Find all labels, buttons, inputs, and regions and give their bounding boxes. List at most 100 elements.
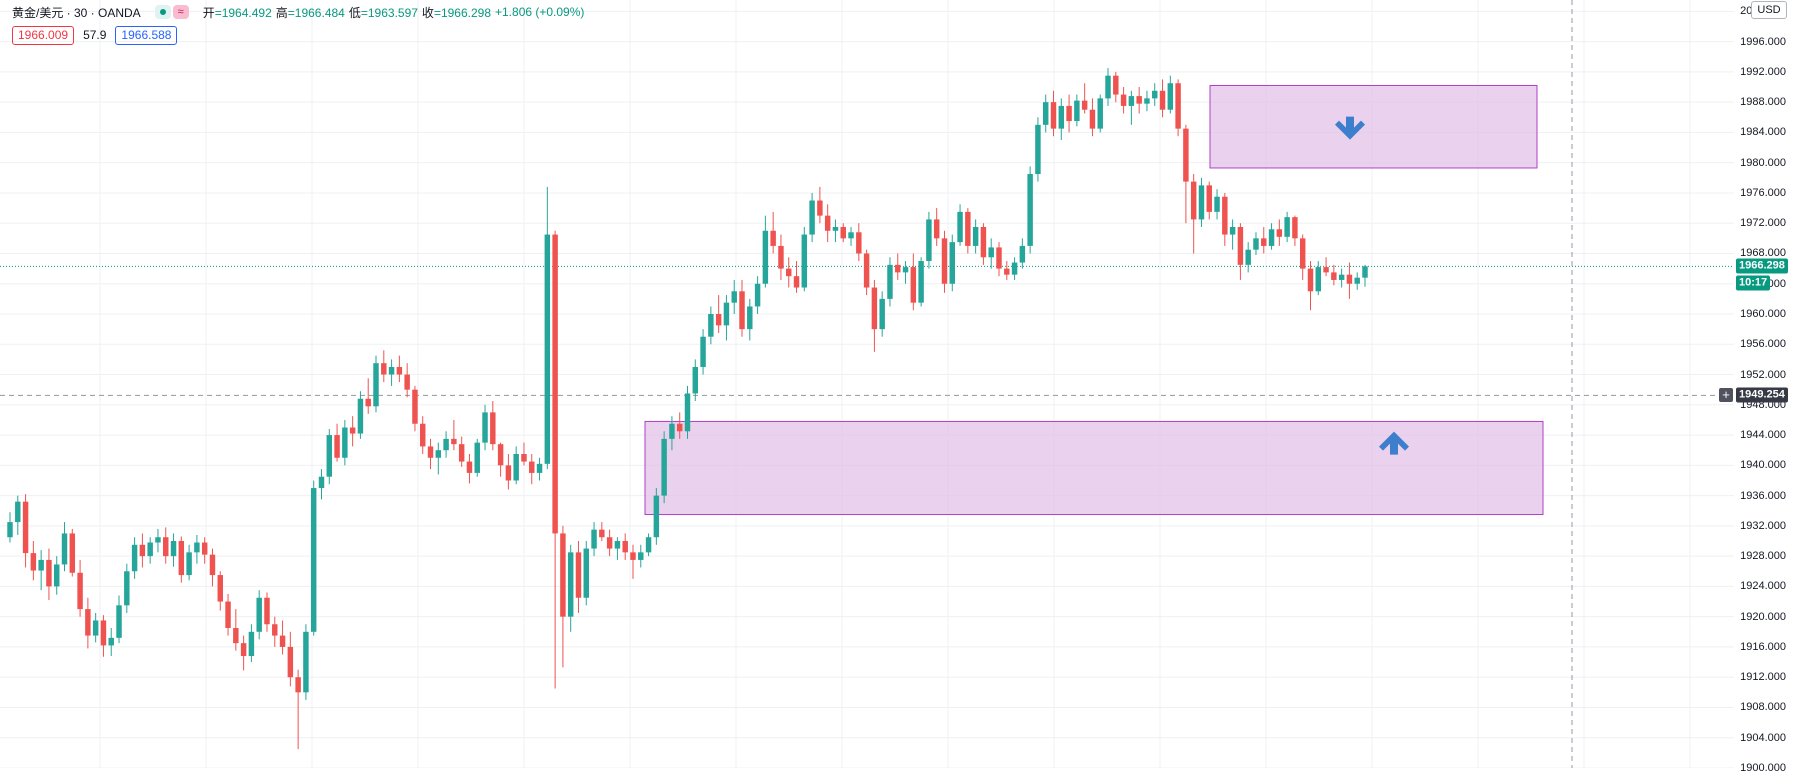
candle-body: [708, 314, 714, 337]
candle: [1120, 87, 1127, 114]
candle-body: [163, 537, 169, 557]
candle: [1058, 98, 1065, 140]
spread-value: 57.9: [83, 28, 107, 42]
candle: [1261, 226, 1267, 254]
candle: [996, 242, 1002, 277]
candle: [404, 363, 410, 398]
price-tick-label: 1960.000: [1740, 308, 1786, 320]
candle: [887, 257, 893, 307]
price-axis[interactable]: 2000.0001996.0001992.0001988.0001984.000…: [1734, 0, 1796, 774]
candle: [349, 416, 356, 447]
candle: [1019, 238, 1026, 269]
candle: [653, 488, 660, 545]
candle: [1027, 166, 1033, 254]
candle: [170, 533, 177, 567]
candle: [373, 355, 379, 413]
candle: [840, 223, 846, 243]
price-tick-label: 1904.000: [1740, 731, 1786, 744]
candle: [809, 192, 815, 243]
candle: [482, 404, 488, 451]
candle-body: [92, 620, 99, 636]
price-tick-label: 1956.000: [1740, 338, 1786, 351]
arrow-down-shape: [1335, 116, 1365, 140]
candle-body: [147, 542, 153, 557]
currency-button[interactable]: USD: [1751, 1, 1787, 19]
price-tick-label: 1924.000: [1740, 580, 1786, 593]
price-tick-label: 1944.000: [1740, 429, 1786, 442]
buy-price-button[interactable]: 1966.588: [115, 25, 178, 45]
arrow-up-icon: [1379, 431, 1409, 455]
market-open-icon[interactable]: [154, 5, 171, 19]
candle: [871, 279, 878, 352]
candle: [933, 208, 940, 246]
candle: [240, 635, 247, 671]
add-alert-plus-icon[interactable]: +: [1719, 388, 1733, 403]
price-tick-label: 1952.000: [1740, 368, 1786, 381]
candle-body: [669, 423, 675, 439]
candle-body: [1245, 249, 1251, 265]
candle-body: [980, 226, 987, 258]
candle-body: [458, 444, 465, 462]
candle-body: [318, 476, 325, 489]
candle-body: [1214, 196, 1220, 212]
candle: [458, 436, 465, 467]
candle: [638, 544, 644, 568]
candle: [1183, 124, 1189, 224]
close-value: 收=1966.298: [421, 5, 491, 20]
candle: [326, 429, 333, 485]
delayed-data-icon[interactable]: ≈: [172, 5, 189, 19]
candle: [972, 219, 979, 254]
candle: [832, 219, 839, 243]
candle-body: [513, 453, 519, 481]
candle: [599, 522, 605, 542]
candle: [365, 378, 371, 414]
candle-body: [108, 637, 114, 646]
price-tick-label: 1972.000: [1740, 217, 1786, 230]
candle: [209, 548, 216, 587]
candle: [902, 261, 909, 284]
candle: [1097, 94, 1103, 133]
market-status[interactable]: ≈: [154, 5, 189, 19]
candle-body: [1284, 217, 1290, 237]
candle-body: [606, 537, 613, 549]
candle: [926, 211, 932, 269]
price-tick-label: 1908.000: [1740, 701, 1786, 714]
candle-body: [832, 226, 839, 231]
price-tick-label: 1932.000: [1740, 519, 1786, 532]
candle: [1050, 90, 1057, 137]
candle-body: [1237, 226, 1244, 265]
candle-body: [1261, 238, 1267, 246]
candle-body: [1027, 174, 1033, 246]
candle-body: [482, 412, 488, 443]
candle-body: [1299, 238, 1306, 269]
candle: [715, 295, 722, 333]
candle: [1299, 234, 1306, 280]
candle-body: [30, 553, 37, 571]
candle: [645, 533, 652, 557]
candle: [505, 453, 512, 490]
symbol-title[interactable]: 黄金/美元 · 30 · OANDA: [12, 5, 141, 20]
candle-body: [326, 435, 333, 477]
candle-body: [497, 444, 504, 466]
supply-demand-zones: [644, 85, 1544, 516]
candle-body: [373, 363, 379, 407]
sell-price-button[interactable]: 1966.009: [12, 25, 75, 45]
candle-body: [1019, 245, 1026, 263]
candle-body: [1120, 94, 1127, 106]
candle-body: [661, 438, 667, 496]
candle: [529, 453, 535, 485]
candle-body: [256, 597, 262, 632]
candlestick-chart[interactable]: [0, 0, 1734, 768]
candle: [131, 537, 138, 579]
candle: [591, 522, 597, 557]
chart-grid: [0, 0, 1734, 768]
candle: [965, 208, 971, 254]
candle: [279, 620, 286, 655]
chart-pane[interactable]: 黄金/美元 · 30 · OANDA ≈ 开=1964.492 高=1966.4…: [0, 0, 1734, 768]
candle: [1167, 75, 1174, 114]
candle-body: [349, 427, 356, 434]
candle-body: [575, 552, 582, 598]
candle: [53, 556, 60, 595]
candle-body: [536, 463, 543, 473]
candle: [108, 628, 114, 657]
